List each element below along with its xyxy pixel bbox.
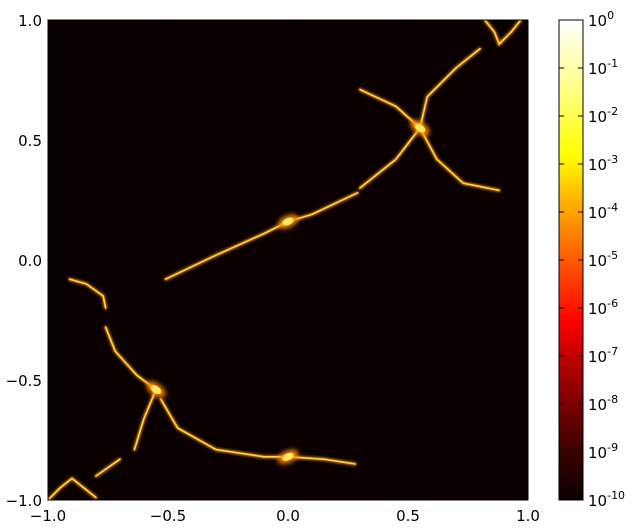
curve-lower-left-branch-down — [132, 388, 158, 452]
hotspot — [277, 214, 299, 229]
curve-upper-right-branch-top — [418, 47, 482, 130]
colorbar-tick-label: 10-7 — [588, 345, 618, 366]
curve-line — [104, 326, 157, 391]
hotspot — [410, 120, 430, 136]
y-tick-label: −1.0 — [6, 492, 42, 510]
curve-line — [419, 48, 481, 129]
colorbar-tick-label: 10-5 — [588, 249, 618, 270]
x-tick-label: −1.0 — [30, 507, 66, 525]
curve-lower-left-corner-a — [48, 476, 98, 500]
curve-top-corner-a — [483, 20, 501, 46]
curve-line — [419, 127, 500, 192]
y-tick-label: −0.5 — [6, 372, 42, 390]
curve-upper-right-branch-lower-right — [418, 126, 501, 192]
x-axis: −1.0 −0.5 0.0 0.5 1.0 — [30, 20, 540, 525]
x-tick-label: 0.5 — [396, 507, 420, 525]
colorbar-tick-label: 10-9 — [588, 441, 618, 462]
colorbar-tick-label: 10-10 — [588, 489, 625, 510]
y-tick-label: 0.5 — [18, 132, 42, 150]
curve-top-corner-b — [497, 20, 523, 46]
colorbar-ticks: 10-10 10-9 10-8 10-7 10-6 10-5 10-4 10-3 10-2 10-… — [559, 9, 625, 510]
colorbar-tick-label: 10-1 — [588, 57, 618, 78]
hotspot-core — [282, 452, 294, 461]
curve-lower-left-branch-right — [159, 397, 357, 466]
plot-background — [48, 20, 528, 500]
curve-line — [164, 192, 359, 280]
curve-line — [48, 477, 97, 500]
colorbar-tick-label: 10-3 — [588, 153, 618, 174]
hotspot-core — [414, 123, 426, 133]
hotspot — [277, 449, 299, 464]
curve-line — [484, 20, 500, 45]
colorbar-tick-label: 10-2 — [588, 105, 618, 126]
curve-line — [359, 127, 421, 189]
hotspot-core — [282, 217, 294, 226]
hotspots-layer — [146, 120, 430, 464]
y-tick-label: 0.0 — [18, 252, 42, 270]
curve-central-diagonal — [164, 191, 360, 281]
y-tick-label: 1.0 — [18, 12, 42, 30]
curve-upper-right-branch-lower-left — [358, 126, 422, 190]
x-tick-label: 0.0 — [276, 507, 300, 525]
curve-lower-left-corner-b — [94, 457, 122, 478]
x-tick-label: 1.0 — [516, 507, 540, 525]
colorbar-tick-label: 10-6 — [588, 297, 618, 318]
hotspot-core — [150, 385, 162, 395]
hotspot — [146, 381, 166, 398]
curve-line — [160, 398, 356, 465]
curve-line — [95, 458, 121, 477]
x-tick-label: −0.5 — [150, 507, 186, 525]
y-axis: −1.0 −0.5 0.0 0.5 1.0 — [6, 12, 528, 510]
curves-layer — [48, 20, 523, 500]
curve-lower-left-branch-upper — [68, 277, 108, 310]
curve-line — [133, 388, 157, 451]
colorbar-tick-label: 10-4 — [588, 201, 618, 222]
curve-line — [498, 20, 522, 45]
colorbar-tick-label: 10-8 — [588, 393, 618, 414]
curve-line — [68, 278, 107, 309]
plot-area — [47, 19, 529, 501]
colorbar-tick-label: 100 — [588, 9, 614, 30]
colorbar: 10-10 10-9 10-8 10-7 10-6 10-5 10-4 10-3 10-2 10-… — [558, 9, 625, 510]
curve-lower-left-branch-mid — [104, 325, 158, 392]
